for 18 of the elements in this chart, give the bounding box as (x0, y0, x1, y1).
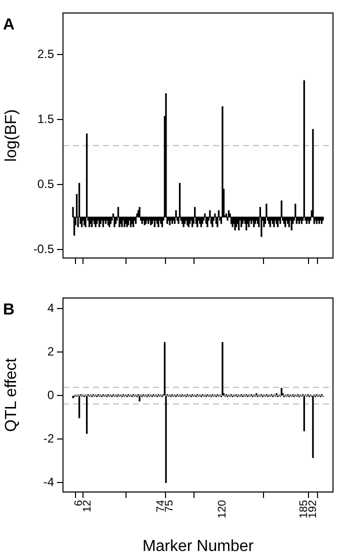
y-tick-label: -4 (43, 474, 54, 489)
y-axis-title: QTL effect (3, 358, 20, 432)
y-tick-label: -0.5 (33, 242, 54, 256)
y-tick-label: 2.5 (37, 46, 54, 61)
x-axis-title: Marker Number (142, 538, 254, 555)
x-tick-label: 120 (216, 500, 229, 518)
chart-title: B (3, 301, 15, 318)
chart-title: A (3, 16, 15, 34)
x-tick-label: 75 (164, 500, 176, 512)
y-tick-label: 2 (47, 344, 54, 358)
y-axis-title: log(BF) (3, 109, 20, 162)
y-tick-label: 0 (47, 388, 54, 402)
y-tick-label: -2 (43, 431, 54, 446)
x-tick-label: 12 (81, 500, 94, 512)
y-tick-label: 0.5 (37, 176, 54, 191)
y-tick-label: 1.5 (37, 112, 54, 126)
y-tick-label: 4 (47, 300, 54, 315)
x-tick-label: 192 (306, 500, 319, 518)
